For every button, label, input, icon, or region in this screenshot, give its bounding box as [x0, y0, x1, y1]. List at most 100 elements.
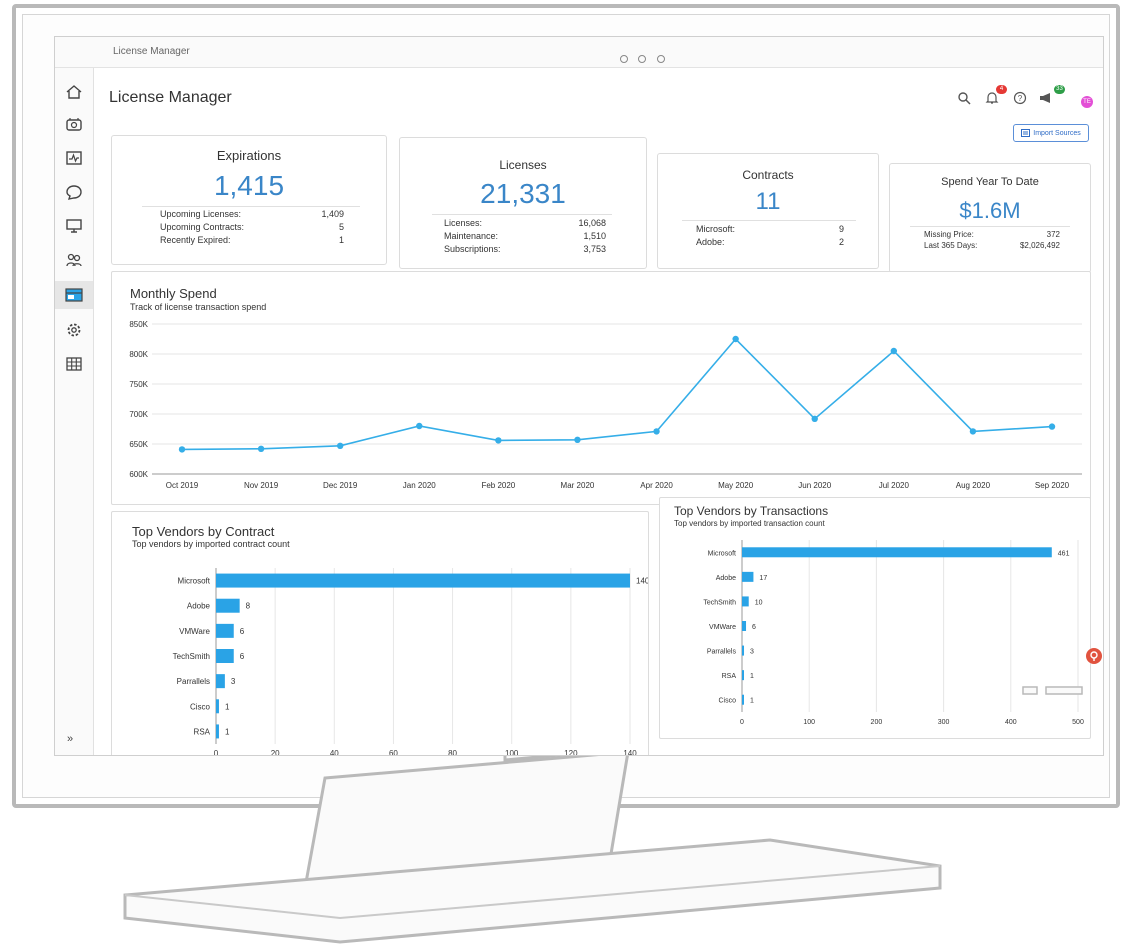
- contracts-card[interactable]: Contracts 11 Microsoft: 9 Adobe: 2: [657, 153, 879, 269]
- vendors-transactions-chart: 0 100 200 300 400 500 Microsoft 461 Adobe 17 TechS…: [703, 540, 1084, 726]
- category-label: Parrallels: [177, 677, 210, 686]
- notifications-badge: 4: [996, 85, 1007, 94]
- data-label: 1: [750, 698, 754, 705]
- category-label: Microsoft: [178, 577, 211, 586]
- category-label: Cisco: [718, 698, 736, 705]
- category-label: VMWare: [709, 624, 736, 631]
- data-label: 6: [240, 627, 245, 636]
- divider: [682, 220, 856, 221]
- announcements-button[interactable]: 33: [1037, 85, 1065, 107]
- vendors-contract-subtitle: Top vendors by imported contract count: [132, 539, 290, 549]
- x-tick-label: 400: [1005, 719, 1017, 726]
- home-icon: [66, 85, 82, 99]
- list-icon: [1021, 129, 1031, 137]
- spend-value: $1.6M: [959, 198, 1021, 223]
- licenses-title: Licenses: [499, 158, 547, 172]
- window-title: License Manager: [113, 46, 190, 57]
- x-tick-label: Mar 2020: [561, 481, 595, 490]
- data-label: 140: [636, 577, 648, 586]
- avatar[interactable]: TE: [1081, 96, 1093, 108]
- pin-icon: [1090, 651, 1098, 661]
- divider: [142, 206, 360, 207]
- divider: [910, 226, 1070, 227]
- notifications-button[interactable]: 4: [983, 85, 1007, 107]
- data-point: [257, 445, 265, 452]
- sidebar-item-settings[interactable]: [59, 316, 89, 344]
- window-control-dot[interactable]: [656, 55, 665, 63]
- app-screen: License Manager: [54, 36, 1104, 756]
- contracts-title: Contracts: [742, 168, 794, 182]
- licenses-value: 21,331: [480, 178, 566, 209]
- sidebar-item-monitor[interactable]: [59, 212, 89, 240]
- x-tick-label: Apr 2020: [640, 481, 673, 490]
- x-tick-label: 0: [740, 719, 744, 726]
- data-label: 1: [750, 673, 754, 680]
- window-control-dot[interactable]: [638, 55, 647, 63]
- x-tick-label: 60: [389, 749, 398, 756]
- data-point: [574, 436, 581, 443]
- bar: [216, 649, 234, 663]
- sidebar-item-hardware[interactable]: [59, 110, 89, 138]
- data-label: 10: [755, 599, 763, 606]
- bar: [216, 598, 240, 613]
- help-button[interactable]: ?: [1011, 89, 1029, 107]
- hardware-icon: [66, 118, 82, 131]
- licenses-card[interactable]: Licenses 21,331 Licenses: 16,068 Maintena…: [399, 137, 647, 269]
- series-line: [181, 337, 1053, 451]
- y-tick-label: 850K: [129, 320, 148, 329]
- bar: [216, 724, 219, 739]
- data-label: 1: [225, 702, 230, 711]
- vendors-transactions-title: Top Vendors by Transactions: [674, 504, 829, 518]
- sidebar-expand-button[interactable]: »: [67, 733, 74, 745]
- expirations-card[interactable]: Expirations 1,415 Upcoming Licenses: 1,40…: [111, 135, 387, 265]
- x-tick-label: Feb 2020: [481, 481, 515, 490]
- data-label: 17: [759, 575, 767, 582]
- sidebar-item-users[interactable]: [59, 246, 89, 274]
- x-tick-label: 100: [505, 749, 519, 756]
- category-label: Microsoft: [708, 550, 736, 557]
- x-tick-label: Jun 2020: [798, 481, 831, 490]
- sidebar-item-chat[interactable]: [59, 178, 89, 206]
- spend-title: Spend Year To Date: [941, 176, 1039, 188]
- y-tick-label: 700K: [129, 410, 148, 419]
- y-tick-label: 750K: [129, 380, 148, 389]
- sidebar-item-grid[interactable]: [59, 350, 89, 378]
- category-label: RSA: [194, 727, 211, 736]
- data-point: [495, 437, 502, 444]
- data-point: [890, 347, 898, 355]
- spend-card[interactable]: Spend Year To Date $1.6M Missing Price: 3…: [889, 163, 1091, 273]
- window-control-dot[interactable]: [620, 55, 628, 63]
- search-button[interactable]: [955, 89, 973, 107]
- expirations-value: 1,415: [213, 170, 285, 201]
- data-label: 8: [246, 602, 251, 611]
- x-tick-label: 80: [448, 749, 457, 756]
- help-icon: ?: [1013, 91, 1027, 105]
- search-icon: [958, 92, 971, 105]
- bar: [216, 623, 234, 638]
- help-fab[interactable]: [1086, 648, 1102, 664]
- x-tick-label: Sep 2020: [1035, 481, 1070, 490]
- sidebar-item-home[interactable]: [59, 78, 89, 106]
- license-manager-icon: [65, 288, 83, 302]
- data-label: 6: [240, 652, 245, 661]
- data-label: 3: [750, 649, 754, 656]
- category-label: VMWare: [179, 627, 210, 636]
- vendors-contract-title: Top Vendors by Contract: [132, 524, 275, 539]
- import-sources-button[interactable]: Import Sources: [1013, 124, 1089, 142]
- y-tick-label: 650K: [129, 440, 148, 449]
- sidebar-item-license-manager[interactable]: [55, 281, 93, 309]
- chat-icon: [66, 185, 82, 200]
- data-point: [178, 446, 186, 453]
- category-label: Adobe: [187, 602, 211, 611]
- monthly-spend-title: Monthly Spend: [130, 286, 217, 301]
- monitor-buttons: [1022, 686, 1083, 695]
- x-tick-label: 120: [564, 749, 578, 756]
- category-label: Parrallels: [707, 649, 737, 656]
- x-tick-label: Dec 2019: [323, 481, 358, 490]
- svg-text:?: ?: [1018, 94, 1023, 103]
- x-tick-label: 140: [623, 749, 637, 756]
- window-controls: [620, 50, 671, 68]
- sidebar-item-activity[interactable]: [59, 144, 89, 172]
- data-label: 461: [1058, 550, 1070, 557]
- bar: [742, 645, 745, 656]
